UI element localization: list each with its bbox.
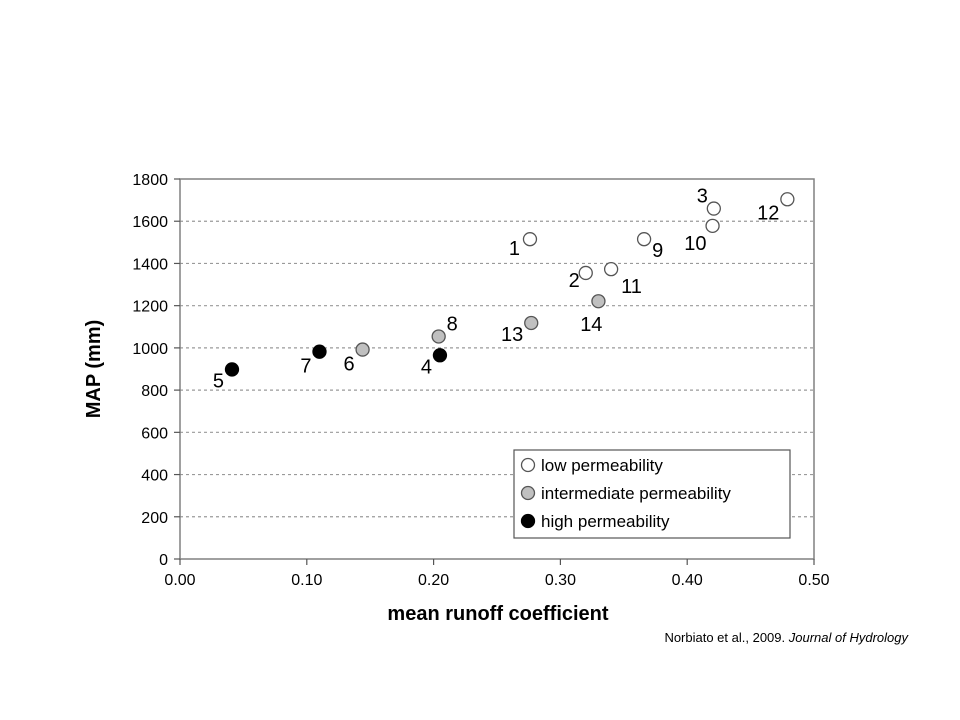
y-tick-label: 1200 [132, 299, 168, 316]
data-point [591, 294, 606, 309]
data-point [522, 232, 538, 247]
legend-marker [520, 457, 536, 473]
legend-label: low permeability [541, 456, 663, 475]
data-points [224, 192, 795, 377]
data-point [706, 201, 721, 216]
plot-area-frame [179, 178, 815, 560]
point-label: 1 [509, 238, 520, 260]
y-tick-label: 800 [141, 383, 168, 400]
point-label: 13 [501, 324, 523, 346]
data-point [432, 348, 448, 363]
point-label: 11 [621, 276, 642, 298]
data-point [224, 362, 240, 377]
x-tick-label: 0.20 [418, 572, 449, 589]
legend-marker [520, 513, 536, 529]
point-label: 8 [447, 313, 458, 335]
point-label: 7 [300, 356, 311, 378]
axis-ticks: 0 200 400 600 800 1000 1200 1400 1600 1800 0.00 0.1… [132, 172, 829, 589]
data-point [780, 192, 795, 207]
x-tick-label: 0.30 [545, 572, 576, 589]
point-label: 5 [213, 370, 224, 392]
source-journal: Journal of Hydrology [788, 630, 908, 645]
x-tick-label: 0.00 [164, 572, 195, 589]
y-tick-label: 1400 [132, 256, 168, 273]
legend-box [513, 449, 791, 539]
y-axis-title: MAP (mm) [83, 320, 105, 419]
point-label: 10 [684, 233, 706, 255]
legend-label: high permeability [541, 512, 670, 531]
point-label: 14 [580, 314, 602, 336]
legend: low permeability intermediate permeabilit… [513, 449, 791, 539]
data-point [524, 315, 539, 331]
legend-label: intermediate permeability [541, 484, 731, 503]
x-tick-label: 0.10 [291, 572, 322, 589]
y-tick-label: 1600 [132, 214, 168, 231]
data-point [355, 342, 370, 357]
point-label: 12 [757, 202, 779, 224]
legend-marker [520, 485, 536, 501]
x-tick-label: 0.50 [798, 572, 829, 589]
y-tick-label: 0 [159, 552, 168, 569]
y-tick-label: 400 [141, 468, 168, 485]
x-tick-label: 0.40 [672, 572, 703, 589]
point-label: 2 [569, 270, 580, 292]
source-citation: Norbiato et al., 2009. Journal of Hydrol… [664, 630, 908, 645]
y-tick-label: 1800 [132, 172, 168, 189]
data-point [431, 329, 446, 344]
data-point [578, 265, 593, 281]
point-label: 3 [697, 186, 708, 208]
data-point [705, 218, 720, 234]
x-axis-title: mean runoff coefficient [387, 603, 608, 625]
y-tick-label: 1000 [132, 341, 168, 358]
data-point [636, 232, 652, 247]
point-label: 4 [421, 356, 432, 378]
point-label: 9 [652, 240, 663, 262]
legend-items: low permeability intermediate permeabilit… [520, 456, 731, 531]
source-authors: Norbiato et al., 2009. [664, 630, 786, 645]
data-point [603, 261, 619, 277]
point-label: 6 [343, 354, 354, 376]
data-point [312, 344, 327, 359]
y-tick-label: 600 [141, 425, 168, 442]
y-tick-label: 200 [141, 510, 168, 527]
